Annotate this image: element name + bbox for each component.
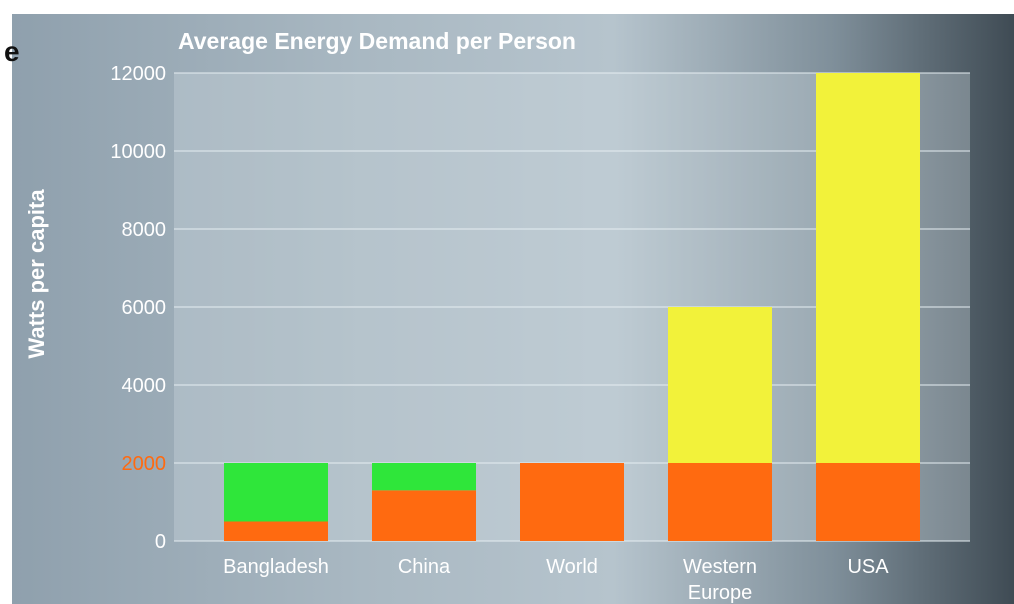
x-category-label: Western Europe [683, 556, 757, 604]
x-category-label-line: Western [683, 556, 757, 578]
bar-segment-usa-0 [816, 463, 920, 541]
bar-segment-china-1 [372, 463, 476, 491]
bars [224, 73, 920, 541]
bar-chart: 0 2000 4000 6000 8000 10000 12000 Bangladesh Ch… [24, 28, 970, 604]
chart-panel: 0 2000 4000 6000 8000 10000 12000 Bangladesh Ch… [4, 14, 1014, 604]
x-category-label: USA [847, 556, 889, 578]
y-tick-label: 6000 [122, 297, 167, 319]
y-tick-label: 12000 [110, 63, 166, 85]
bar-segment-china-0 [372, 490, 476, 541]
bar-segment-world-0 [520, 463, 624, 541]
x-category-label-line: Bangladesh [223, 556, 329, 578]
x-category-label-line: Europe [688, 582, 753, 604]
bar-segment-western-europe-2 [668, 307, 772, 463]
clipped-text-fragment: e [4, 36, 20, 67]
bar-segment-bangladesh-0 [224, 521, 328, 541]
bar-segment-western-europe-0 [668, 463, 772, 541]
chart-title: Average Energy Demand per Person [178, 28, 576, 54]
bar-segment-bangladesh-1 [224, 463, 328, 522]
x-category-label: World [546, 556, 598, 578]
x-category-label-line: USA [847, 556, 889, 578]
y-tick-label: 8000 [122, 219, 167, 241]
y-axis-ticks: 0 2000 4000 6000 8000 10000 12000 [110, 63, 166, 553]
x-category-label: Bangladesh [223, 556, 329, 578]
y-tick-label: 2000 [122, 453, 167, 475]
x-axis-categories: Bangladesh China World Western Europe USA [223, 556, 889, 604]
y-tick-label: 0 [155, 531, 166, 553]
y-tick-label: 10000 [110, 141, 166, 163]
x-category-label-line: World [546, 556, 598, 578]
bar-segment-usa-2 [816, 73, 920, 463]
y-axis-label: Watts per capita [24, 189, 49, 359]
x-category-label: China [398, 556, 451, 578]
y-tick-label: 4000 [122, 375, 167, 397]
x-category-label-line: China [398, 556, 451, 578]
